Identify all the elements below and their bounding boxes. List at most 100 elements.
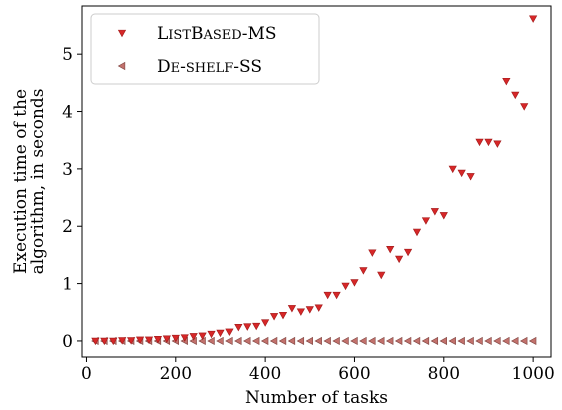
data-point xyxy=(243,323,252,331)
data-point xyxy=(287,305,297,313)
data-point xyxy=(377,271,386,280)
data-point xyxy=(350,336,358,346)
data-point xyxy=(171,334,180,343)
data-point xyxy=(332,291,341,300)
plot-frame xyxy=(81,5,552,358)
data-point xyxy=(386,245,395,254)
data-point xyxy=(127,337,136,345)
legend-label-part: e xyxy=(171,61,181,76)
data-point xyxy=(412,228,422,237)
data-point xyxy=(484,138,493,147)
data-point xyxy=(466,173,475,181)
legend-box xyxy=(90,13,320,85)
data-point xyxy=(502,77,511,86)
data-point xyxy=(359,336,367,346)
data-point xyxy=(260,336,269,346)
data-point xyxy=(269,313,279,321)
y-axis-label-line-2: algorithm, in seconds xyxy=(28,89,48,275)
data-point xyxy=(243,336,251,346)
data-point xyxy=(439,336,447,346)
data-point xyxy=(395,255,404,264)
x-tick-label: 400 xyxy=(249,364,281,384)
data-point xyxy=(234,323,243,332)
legend-label: ListBased-MS xyxy=(157,24,277,44)
data-point xyxy=(511,336,519,346)
data-point xyxy=(448,336,456,346)
data-point xyxy=(493,140,502,148)
x-tick-label: 0 xyxy=(81,364,92,384)
data-point xyxy=(529,15,538,23)
data-point xyxy=(100,337,109,346)
data-point xyxy=(261,319,270,327)
legend: ListBased-MS De-shelf-SS xyxy=(90,13,320,85)
data-point xyxy=(448,165,457,174)
data-point xyxy=(466,336,474,346)
data-point xyxy=(520,103,529,111)
legend-label-part: D xyxy=(157,57,171,77)
data-point xyxy=(153,336,163,344)
data-point xyxy=(475,336,483,346)
data-point xyxy=(216,329,225,338)
data-point xyxy=(91,337,100,346)
data-point xyxy=(403,248,413,257)
data-point xyxy=(305,336,313,346)
legend-label-part: B xyxy=(191,24,204,44)
data-point xyxy=(421,217,431,225)
data-point xyxy=(519,336,528,346)
x-axis-label: Number of tasks xyxy=(245,388,388,408)
y-axis-label-line-1: Execution time of the xyxy=(11,89,31,274)
data-point xyxy=(287,336,296,346)
data-point xyxy=(109,337,118,346)
data-point xyxy=(296,336,305,346)
data-point xyxy=(368,249,377,257)
data-point xyxy=(251,336,260,346)
data-point xyxy=(368,336,376,346)
data-point xyxy=(511,91,520,100)
data-point xyxy=(528,336,537,346)
data-point xyxy=(162,335,171,343)
legend-label-part: shelf xyxy=(186,61,233,76)
data-point xyxy=(332,336,340,346)
data-point xyxy=(198,332,207,340)
data-point xyxy=(359,267,368,275)
data-point xyxy=(323,291,332,300)
data-point xyxy=(278,311,288,320)
data-point xyxy=(314,336,322,346)
data-point xyxy=(421,336,430,346)
y-axis-ticks: 0 1 2 3 4 5 xyxy=(62,45,82,352)
data-point xyxy=(493,336,501,346)
y-tick-label: 1 xyxy=(62,275,73,295)
data-point xyxy=(180,334,189,342)
legend-label-part: L xyxy=(157,24,168,44)
data-point xyxy=(207,336,215,346)
data-point xyxy=(412,336,421,346)
data-point xyxy=(189,333,198,341)
data-point xyxy=(278,336,287,346)
data-point xyxy=(234,336,242,346)
data-point xyxy=(394,336,403,346)
data-point xyxy=(457,169,466,178)
data-point xyxy=(252,322,261,331)
y-tick-label: 3 xyxy=(62,160,73,180)
data-point xyxy=(269,336,278,346)
x-tick-label: 600 xyxy=(338,364,370,384)
x-tick-label: 1000 xyxy=(512,364,555,384)
data-point xyxy=(430,208,439,216)
data-point xyxy=(341,282,350,291)
data-point xyxy=(350,279,359,287)
data-point xyxy=(403,336,412,346)
data-point xyxy=(430,336,439,346)
data-point xyxy=(475,138,484,147)
data-point xyxy=(216,336,224,346)
legend-label-part: -SS xyxy=(233,57,262,77)
data-point xyxy=(296,308,305,316)
legend-marker xyxy=(117,29,127,38)
data-point xyxy=(377,336,385,346)
legend-label-part: ist xyxy=(168,28,191,43)
data-point xyxy=(144,336,154,345)
x-tick-label: 800 xyxy=(428,364,460,384)
legend-marker xyxy=(117,61,126,71)
data-point xyxy=(439,212,448,220)
x-axis-ticks: 0 200 400 600 800 1000 xyxy=(81,357,555,384)
